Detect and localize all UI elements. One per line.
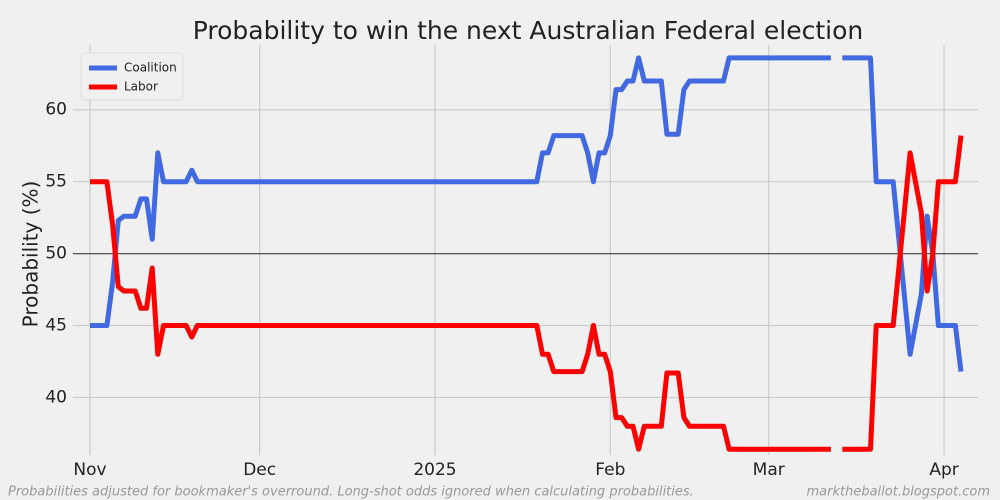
y-tick-label: 50 — [45, 244, 67, 264]
grid — [73, 45, 978, 455]
x-tick-label: Feb — [595, 460, 625, 480]
footnote: Probabilities adjusted for bookmaker's o… — [8, 485, 694, 500]
source: marktheballot.blogspot.com — [806, 485, 990, 500]
y-tick-label: 55 — [45, 172, 67, 192]
x-tick-label: Dec — [243, 460, 276, 480]
x-tick-label: 2025 — [413, 460, 456, 480]
x-tick-label: Nov — [73, 460, 106, 480]
x-tick-label: Apr — [929, 460, 958, 480]
y-tick-label: 45 — [45, 316, 67, 336]
legend: Coalition Labor — [80, 52, 184, 101]
data-line — [90, 55, 964, 372]
y-tick-label: 60 — [45, 100, 67, 120]
data-line — [90, 135, 964, 452]
legend-label: Coalition — [124, 61, 177, 75]
x-tick-label: Mar — [753, 460, 785, 480]
y-tick-label: 40 — [45, 387, 67, 407]
y-axis-label: Probability (%) — [19, 181, 43, 328]
chart-title: Probability to win the next Australian F… — [193, 16, 863, 45]
legend-label: Labor — [124, 80, 158, 94]
